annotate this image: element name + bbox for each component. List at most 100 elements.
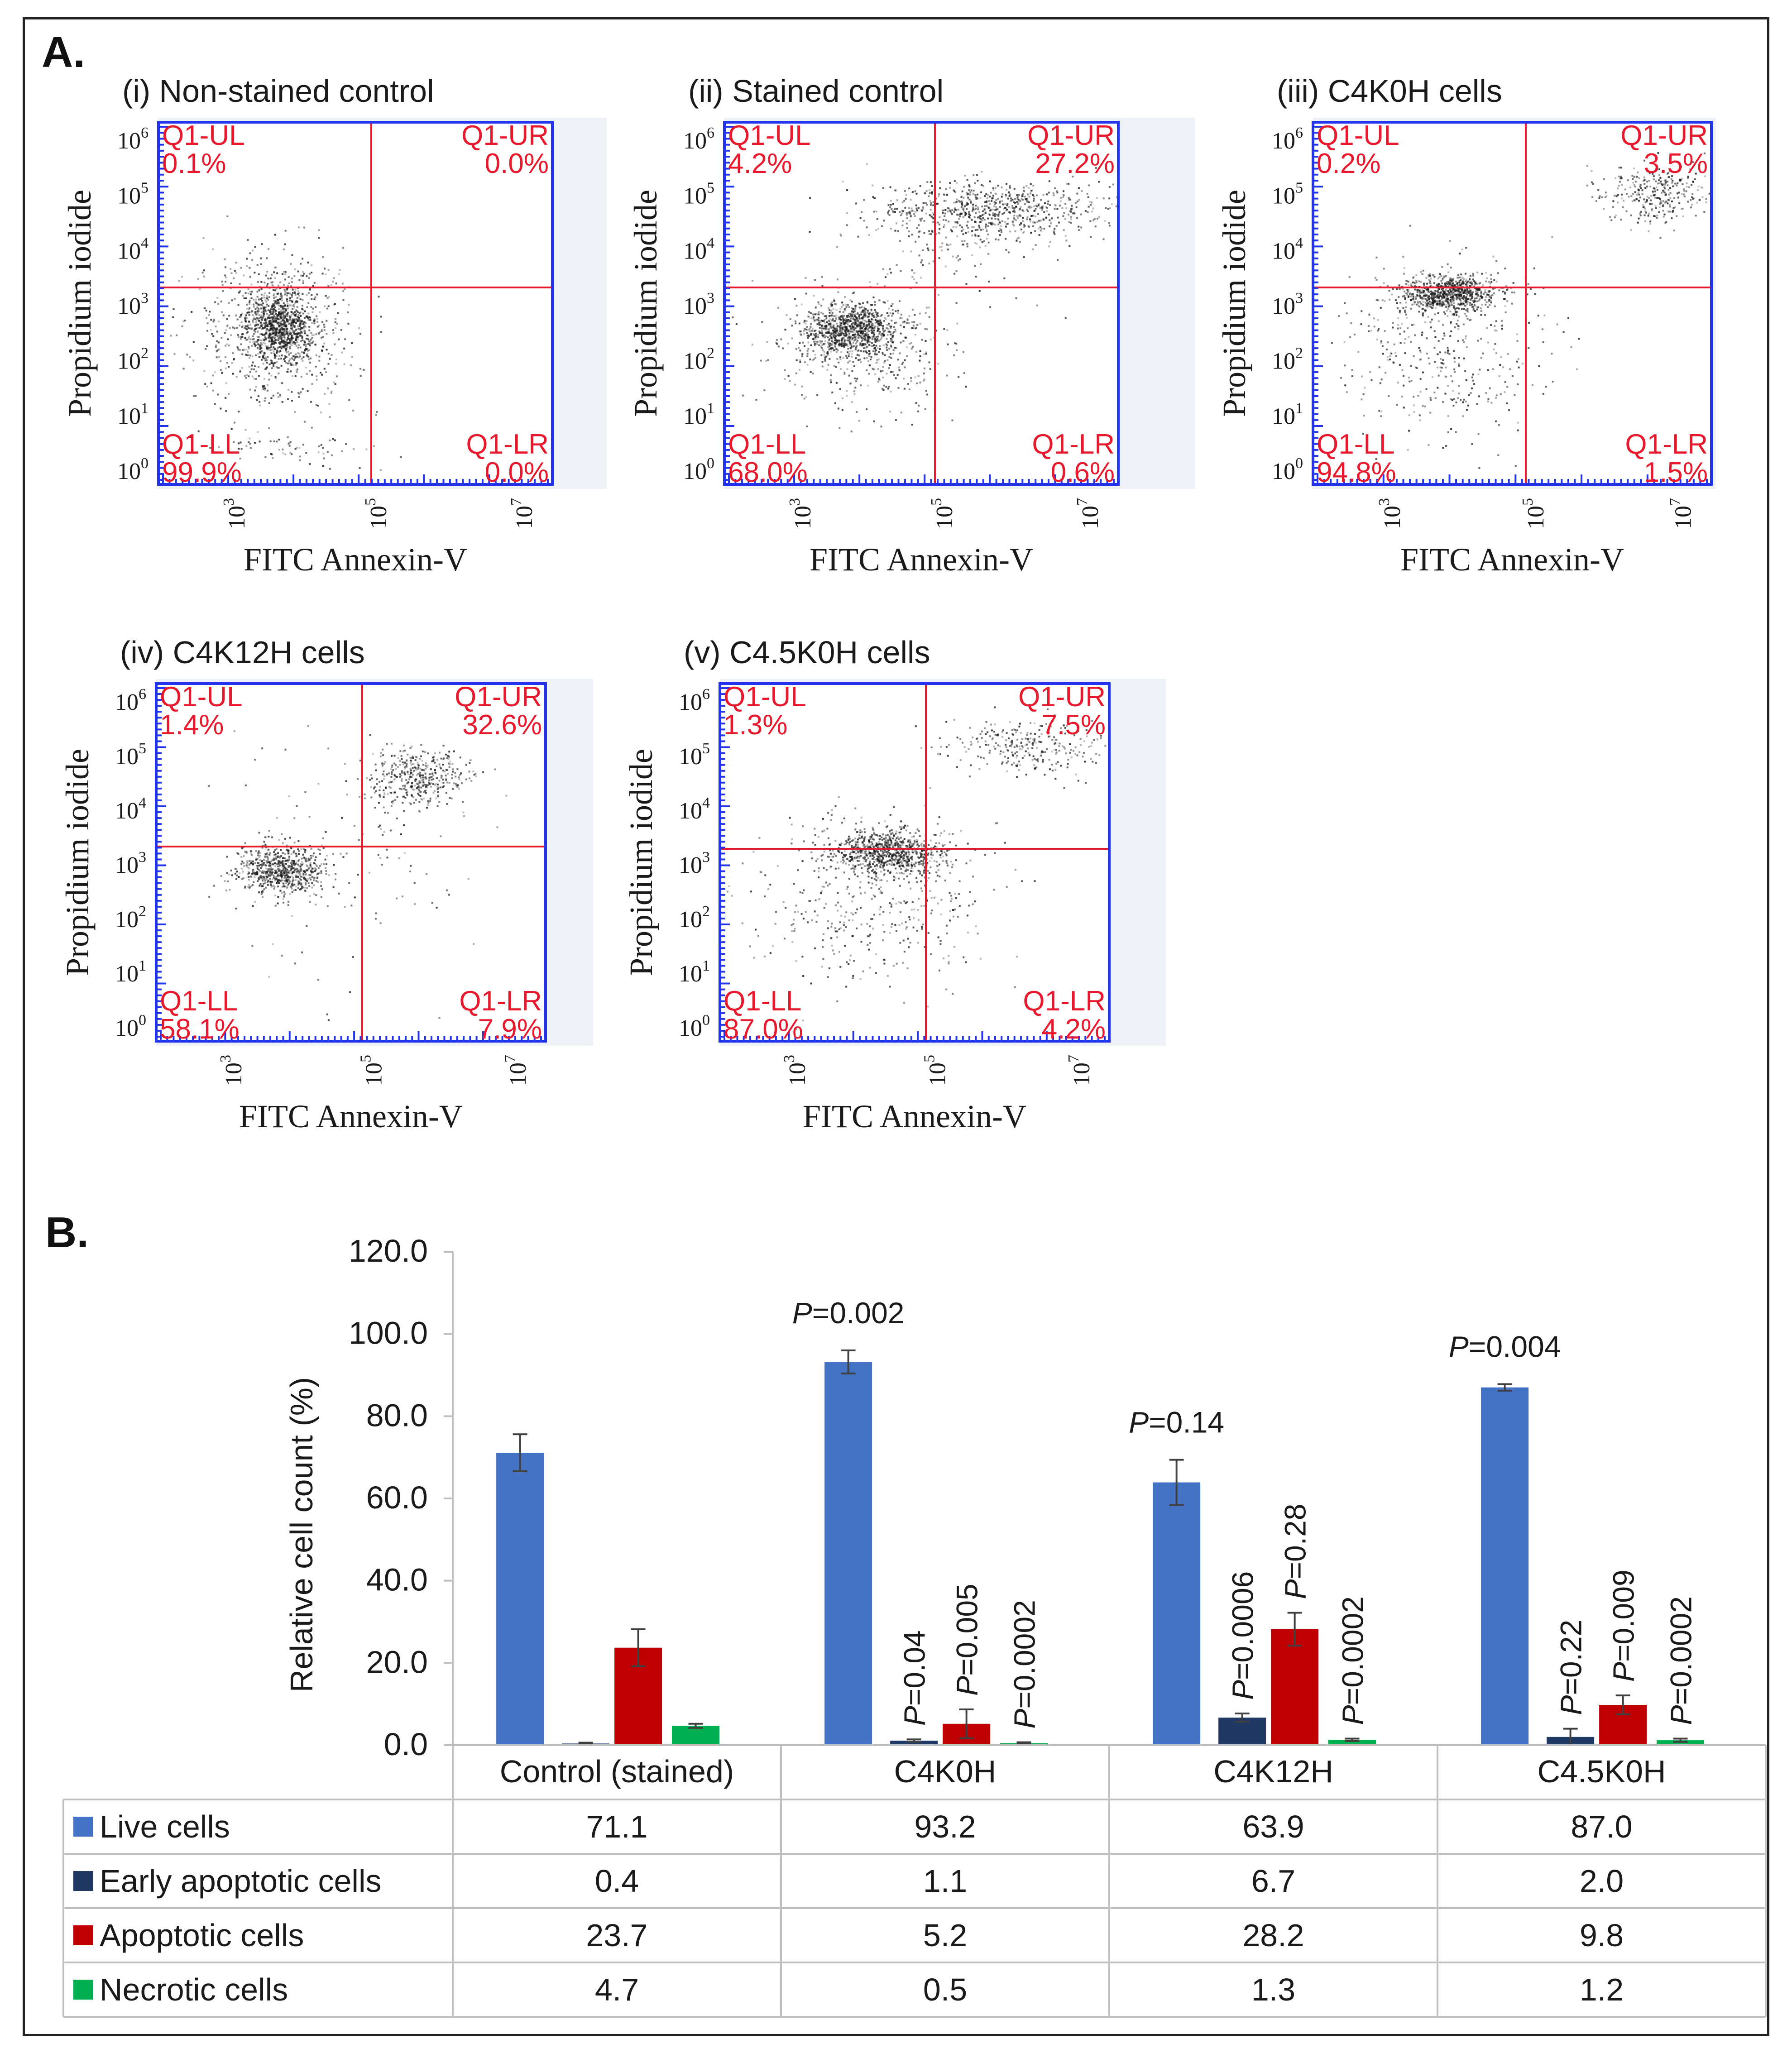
y-tick-label: 105 <box>115 740 146 770</box>
x-tick-label: 103 <box>217 1055 247 1086</box>
plot-area <box>720 684 1109 1041</box>
p-value-label: P=0.0002 <box>1336 1596 1370 1725</box>
y-tick-label: 102 <box>683 345 714 374</box>
quadrant-ur-value: 3.5% <box>1644 148 1708 179</box>
p-value-label: P=0.005 <box>950 1584 984 1696</box>
legend-label: Necrotic cells <box>100 1972 288 2007</box>
quadrant-lr-value: 0.0% <box>485 457 549 488</box>
quadrant-ur-value: 32.6% <box>462 709 542 741</box>
error-bar <box>1673 1737 1688 1743</box>
quadrant-ul-name: Q1-UL <box>728 120 811 151</box>
legend-label: Early apoptotic cells <box>100 1863 382 1899</box>
x-axis-label: FITC Annexin-V <box>810 541 1033 578</box>
error-bar <box>1287 1612 1302 1647</box>
y-axis-label: Propidium iodide <box>59 749 96 976</box>
scatter-title: (iii) C4K0H cells <box>1277 73 1502 109</box>
scatter-title: (v) C4.5K0H cells <box>684 635 930 670</box>
bar-live <box>824 1362 872 1745</box>
quadrant-ul-value: 1.3% <box>724 709 787 741</box>
scatter-points <box>732 163 1118 433</box>
error-bar <box>578 1742 593 1746</box>
y-tick-label: 106 <box>117 124 149 154</box>
quadrant-ll-value: 58.1% <box>160 1014 240 1045</box>
y-tick-label: 103 <box>683 290 714 319</box>
legend-swatch <box>73 1871 93 1891</box>
scatter-title: (ii) Stained control <box>688 73 944 109</box>
y-axis-label: Propidium iodide <box>623 749 659 976</box>
y-tick-label: 80.0 <box>366 1397 428 1433</box>
quadrant-lr-name: Q1-LR <box>1032 429 1115 460</box>
x-tick-label: 105 <box>928 498 958 529</box>
bar-live <box>496 1453 544 1745</box>
x-tick-label: 105 <box>358 1055 387 1086</box>
bar-necrotic <box>672 1726 719 1745</box>
x-axis-label: FITC Annexin-V <box>244 541 467 578</box>
x-tick-label: 107 <box>508 498 537 529</box>
quadrant-ll-name: Q1-LL <box>162 429 240 460</box>
quadrant-ur-value: 7.5% <box>1042 709 1106 741</box>
y-tick-label: 60.0 <box>366 1480 428 1515</box>
p-value-label: P=0.04 <box>898 1630 931 1726</box>
quadrant-ul-value: 4.2% <box>728 148 792 179</box>
quadrant-lr-value: 7.9% <box>478 1014 542 1045</box>
p-value-label: P=0.22 <box>1554 1620 1588 1715</box>
table-cell: 28.2 <box>1242 1918 1304 1953</box>
data-table: Control (stained) C4K0H C4K12H C4.5K0H Live … <box>62 1745 1767 2018</box>
bar-live <box>1481 1387 1529 1745</box>
y-tick-label: 101 <box>115 957 146 987</box>
quadrant-ll-name: Q1-LL <box>724 986 801 1017</box>
error-bar <box>1345 1737 1360 1742</box>
x-tick-label: 107 <box>1074 498 1103 529</box>
y-tick-label: 0.0 <box>384 1727 428 1762</box>
quadrant-lr-name: Q1-LR <box>466 429 549 460</box>
y-tick-label: 40.0 <box>366 1562 428 1598</box>
y-tick-label: 105 <box>679 740 710 770</box>
x-tick-label: 103 <box>220 498 250 529</box>
quadrant-lr-name: Q1-LR <box>1023 986 1106 1017</box>
y-axis-title: Relative cell count (%) <box>284 1377 319 1692</box>
quadrant-ur-value: 0.0% <box>485 148 549 179</box>
y-tick-label: 100 <box>1272 455 1303 484</box>
x-tick-label: 107 <box>502 1055 531 1086</box>
x-tick-label: 105 <box>921 1055 951 1086</box>
quadrant-ul-name: Q1-UL <box>160 681 243 713</box>
scatter-title: (i) Non-stained control <box>122 73 434 109</box>
legend-label: Apoptotic cells <box>100 1918 304 1953</box>
p-value-label: P=0.004 <box>1449 1330 1561 1363</box>
scatter-panel-5: (v) C4.5K0H cells Q1-UL1.3% Q1-UR7.5% Q1-LL… <box>623 635 1166 1134</box>
table-cell: 5.2 <box>923 1918 967 1953</box>
quadrant-ul-name: Q1-UL <box>724 681 806 713</box>
table-cell: 87.0 <box>1571 1809 1632 1844</box>
quadrant-ll-value: 94.8% <box>1317 457 1396 488</box>
y-tick-label: 101 <box>679 957 710 987</box>
quadrant-lr-name: Q1-LR <box>459 986 542 1017</box>
table-header-category: C4K12H <box>1213 1754 1333 1789</box>
error-bar <box>631 1628 646 1667</box>
scatter-panel-3: (iii) C4K0H cells Q1-UL0.2% Q1-UR3.5% Q1-LL… <box>1216 73 1716 578</box>
legend-label: Live cells <box>100 1809 230 1844</box>
y-tick-label: 104 <box>683 234 714 264</box>
y-tick-label: 103 <box>679 849 710 878</box>
y-tick-label: 103 <box>117 290 149 319</box>
x-tick-label: 103 <box>1376 498 1405 529</box>
bar-necrotic <box>1328 1740 1376 1745</box>
y-tick-label: 102 <box>679 903 710 933</box>
error-bar <box>1235 1713 1250 1723</box>
y-tick-label: 100 <box>683 455 714 484</box>
y-tick-label: 106 <box>115 686 146 715</box>
y-tick-label: 102 <box>1272 345 1303 374</box>
table-header-category: C4K0H <box>894 1754 997 1789</box>
y-tick-label: 101 <box>117 400 149 429</box>
plot-area <box>156 684 546 1041</box>
plot-area <box>158 122 552 484</box>
axis-ticks <box>720 687 1106 1041</box>
plot-border <box>719 682 1111 1043</box>
y-axis-label: Propidium iodide <box>1216 190 1252 417</box>
bar-live <box>1153 1482 1201 1745</box>
y-tick-label: 104 <box>679 794 710 824</box>
scatter-points <box>726 704 1107 1030</box>
x-tick-label: 107 <box>1065 1055 1095 1086</box>
y-tick-label: 101 <box>1272 400 1303 429</box>
panel-b-label: B. <box>45 1208 89 1257</box>
